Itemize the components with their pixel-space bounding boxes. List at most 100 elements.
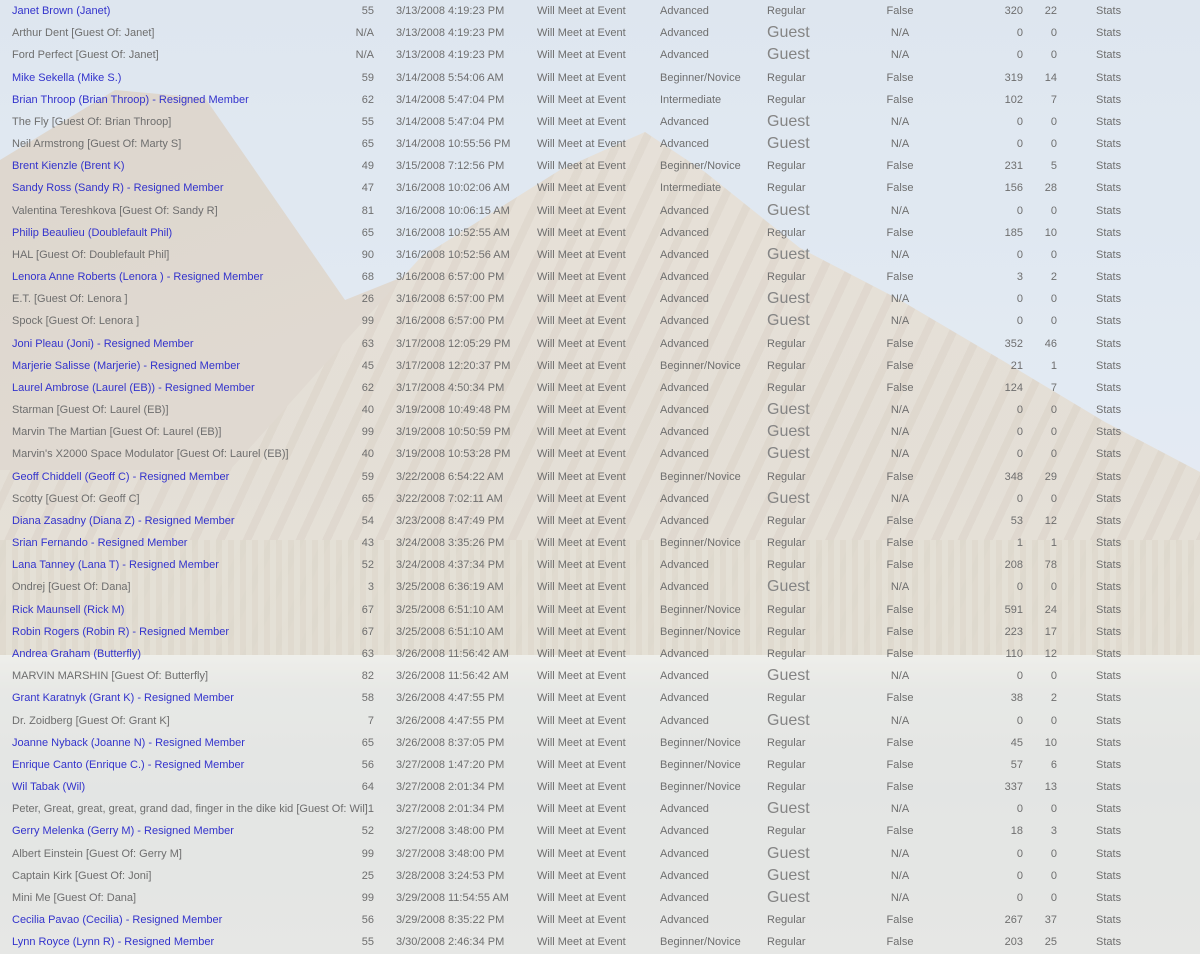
count-secondary-link[interactable]: 0 [1050, 27, 1057, 40]
flag-link[interactable]: False [886, 5, 914, 17]
count-secondary-link[interactable]: 12 [1044, 514, 1057, 527]
stats-link[interactable]: Stats [1096, 781, 1122, 794]
stats-link[interactable]: Stats [1096, 381, 1122, 394]
stats-link[interactable]: Stats [1096, 426, 1122, 439]
count-secondary-link[interactable]: 2 [1050, 692, 1057, 705]
stats-link[interactable]: Stats [1096, 603, 1122, 616]
member-name-link[interactable]: Enrique Canto (Enrique C.) - Resigned Me… [12, 758, 245, 771]
count-secondary-link[interactable]: 0 [1050, 869, 1057, 882]
flag-link[interactable]: N/A [890, 138, 910, 151]
flag-link[interactable]: False [886, 537, 914, 550]
count-secondary-link[interactable]: 28 [1044, 182, 1057, 195]
count-secondary-link[interactable]: 25 [1044, 936, 1057, 949]
flag-link[interactable]: N/A [890, 315, 910, 328]
stats-link[interactable]: Stats [1096, 359, 1122, 372]
stats-link[interactable]: Stats [1096, 71, 1122, 84]
member-name-link[interactable]: Lana Tanney (Lana T) - Resigned Member [12, 559, 219, 572]
stats-link[interactable]: Stats [1096, 160, 1122, 173]
count-secondary-link[interactable]: 0 [1050, 115, 1057, 128]
stats-link[interactable]: Stats [1096, 670, 1122, 683]
stats-link[interactable]: Stats [1096, 825, 1122, 838]
stats-link[interactable]: Stats [1096, 537, 1122, 550]
count-secondary-link[interactable]: 0 [1050, 426, 1057, 439]
flag-link[interactable]: N/A [890, 492, 910, 505]
count-secondary-link[interactable]: 24 [1044, 603, 1057, 616]
count-secondary-link[interactable]: 78 [1044, 559, 1057, 572]
stats-link[interactable]: Stats [1096, 248, 1122, 261]
flag-link[interactable]: N/A [890, 670, 910, 683]
count-secondary-link[interactable]: 0 [1050, 248, 1057, 261]
flag-link[interactable]: N/A [890, 803, 910, 816]
count-secondary-link[interactable]: 13 [1044, 781, 1057, 794]
flag-link[interactable]: N/A [890, 248, 910, 261]
count-secondary-link[interactable]: 10 [1044, 226, 1057, 239]
member-name-link[interactable]: Grant Karatnyk (Grant K) - Resigned Memb… [12, 692, 234, 705]
member-name-link[interactable]: Joanne Nyback (Joanne N) - Resigned Memb… [12, 736, 245, 749]
stats-link[interactable]: Stats [1096, 514, 1122, 527]
count-secondary-link[interactable]: 1 [1050, 537, 1057, 550]
stats-link[interactable]: Stats [1096, 226, 1122, 239]
flag-link[interactable]: False [886, 736, 914, 749]
member-name-link[interactable]: Mike Sekella (Mike S.) [12, 71, 122, 84]
count-secondary-link[interactable]: 0 [1050, 492, 1057, 505]
flag-link[interactable]: False [886, 470, 914, 483]
count-secondary-link[interactable]: 0 [1050, 448, 1057, 461]
flag-link[interactable]: False [886, 514, 914, 527]
flag-link[interactable]: N/A [890, 869, 910, 882]
flag-link[interactable]: N/A [890, 581, 910, 594]
count-secondary-link[interactable]: 0 [1050, 714, 1057, 727]
flag-link[interactable]: N/A [890, 426, 910, 439]
flag-link[interactable]: False [886, 359, 914, 372]
flag-link[interactable]: False [886, 825, 914, 838]
flag-link[interactable]: N/A [890, 404, 910, 417]
count-secondary-link[interactable]: 12 [1044, 647, 1057, 660]
member-name-link[interactable]: Srian Fernando - Resigned Member [12, 537, 188, 550]
flag-link[interactable]: False [886, 93, 914, 106]
stats-link[interactable]: Stats [1096, 115, 1122, 128]
stats-link[interactable]: Stats [1096, 625, 1122, 638]
stats-link[interactable]: Stats [1096, 891, 1122, 904]
stats-link[interactable]: Stats [1096, 914, 1122, 927]
count-secondary-link[interactable]: 0 [1050, 847, 1057, 860]
flag-link[interactable]: N/A [890, 448, 910, 461]
stats-link[interactable]: Stats [1096, 714, 1122, 727]
member-name-link[interactable]: Lynn Royce (Lynn R) - Resigned Member [12, 936, 215, 949]
stats-link[interactable]: Stats [1096, 869, 1122, 882]
count-secondary-link[interactable]: 3 [1050, 825, 1057, 838]
count-secondary-link[interactable]: 0 [1050, 670, 1057, 683]
stats-link[interactable]: Stats [1096, 470, 1122, 483]
stats-link[interactable]: Stats [1096, 492, 1122, 505]
count-secondary-link[interactable]: 10 [1044, 736, 1057, 749]
member-name-link[interactable]: Janet Brown (Janet) [12, 5, 111, 17]
stats-link[interactable]: Stats [1096, 736, 1122, 749]
flag-link[interactable]: False [886, 271, 914, 284]
stats-link[interactable]: Stats [1096, 93, 1122, 106]
stats-link[interactable]: Stats [1096, 138, 1122, 151]
flag-link[interactable]: False [886, 71, 914, 84]
flag-link[interactable]: False [886, 559, 914, 572]
count-secondary-link[interactable]: 1 [1050, 359, 1057, 372]
flag-link[interactable]: N/A [890, 891, 910, 904]
count-secondary-link[interactable]: 14 [1044, 71, 1057, 84]
flag-link[interactable]: N/A [890, 27, 910, 40]
flag-link[interactable]: N/A [890, 49, 910, 62]
stats-link[interactable]: Stats [1096, 647, 1122, 660]
member-name-link[interactable]: Diana Zasadny (Diana Z) - Resigned Membe… [12, 514, 235, 527]
flag-link[interactable]: False [886, 603, 914, 616]
stats-link[interactable]: Stats [1096, 448, 1122, 461]
member-name-link[interactable]: Geoff Chiddell (Geoff C) - Resigned Memb… [12, 470, 230, 483]
count-secondary-link[interactable]: 22 [1044, 5, 1057, 17]
flag-link[interactable]: False [886, 781, 914, 794]
stats-link[interactable]: Stats [1096, 5, 1122, 17]
count-secondary-link[interactable]: 37 [1044, 914, 1057, 927]
member-name-link[interactable]: Wil Tabak (Wil) [12, 781, 86, 794]
member-name-link[interactable]: Philip Beaulieu (Doublefault Phil) [12, 226, 173, 239]
stats-link[interactable]: Stats [1096, 936, 1122, 949]
stats-link[interactable]: Stats [1096, 49, 1122, 62]
member-name-link[interactable]: Cecilia Pavao (Cecilia) - Resigned Membe… [12, 914, 223, 927]
flag-link[interactable]: False [886, 625, 914, 638]
member-name-link[interactable]: Gerry Melenka (Gerry M) - Resigned Membe… [12, 825, 234, 838]
flag-link[interactable]: False [886, 226, 914, 239]
flag-link[interactable]: False [886, 914, 914, 927]
stats-link[interactable]: Stats [1096, 581, 1122, 594]
